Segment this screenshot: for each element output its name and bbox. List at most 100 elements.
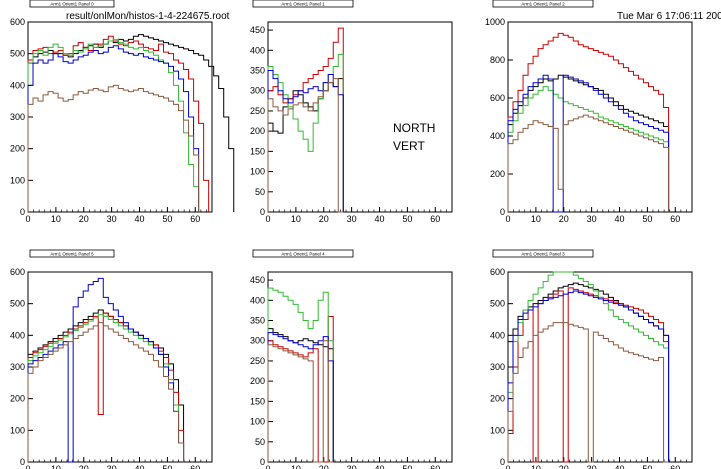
plot-frame xyxy=(267,21,453,213)
y-tick-label: 100 xyxy=(10,175,25,185)
panel-title: Arm1 Orient1 Panel 5 xyxy=(50,252,94,257)
y-tick-label: 150 xyxy=(250,146,265,156)
y-tick-label: 250 xyxy=(250,106,265,116)
series-brown xyxy=(507,114,670,212)
x-tick-label: 50 xyxy=(402,464,412,469)
x-tick-label: 0 xyxy=(25,464,30,469)
y-tick-label: 500 xyxy=(490,299,505,309)
y-tick-label: 600 xyxy=(10,17,25,27)
x-tick-label: 60 xyxy=(190,464,200,469)
series-blue xyxy=(267,70,344,212)
series-brown xyxy=(27,322,185,462)
series-blue xyxy=(27,277,185,463)
y-tick-label: 0 xyxy=(260,207,265,217)
panel-1: Arm1 Orient1 Panel 1 0 10 20 30 40 50 60 0 50 100 1… xyxy=(250,0,453,224)
y-tick-label: 200 xyxy=(490,394,505,404)
series-brown xyxy=(27,84,200,212)
series-green xyxy=(267,287,334,462)
series-red xyxy=(267,27,344,212)
y-tick-label: 1000 xyxy=(485,17,505,27)
x-tick-label: 40 xyxy=(375,214,385,224)
x-tick-label: 40 xyxy=(615,464,625,469)
panel-2: Arm1 Orient1 Panel 20 10 20 30 40 50 600200400… xyxy=(485,0,693,224)
y-tick-label: 350 xyxy=(250,316,265,326)
x-tick-label: 0 xyxy=(25,214,30,224)
x-tick-label: 50 xyxy=(642,214,652,224)
series-green xyxy=(507,271,670,462)
x-tick-label: 30 xyxy=(587,214,597,224)
y-tick-label: 300 xyxy=(250,336,265,346)
panel-4: Arm1 Orient1 Panel 4 0 10 20 30 40 50 60 0 50 100 1… xyxy=(250,249,453,469)
x-tick-label: 20 xyxy=(79,214,89,224)
x-tick-label: 0 xyxy=(505,214,510,224)
x-tick-label: 60 xyxy=(670,464,680,469)
series-red xyxy=(507,287,670,463)
plot-frame xyxy=(507,271,693,463)
x-tick-label: 10 xyxy=(291,464,301,469)
series-brown xyxy=(267,340,334,463)
plot-frame xyxy=(267,271,453,463)
y-tick-label: 100 xyxy=(250,417,265,427)
y-tick-label: 300 xyxy=(490,362,505,372)
y-tick-label: 800 xyxy=(490,55,505,65)
series-green xyxy=(27,314,185,462)
x-tick-label: 40 xyxy=(615,214,625,224)
y-tick-label: 200 xyxy=(250,126,265,136)
y-tick-label: 100 xyxy=(10,425,25,435)
y-tick-label: 0 xyxy=(500,457,505,467)
panel-0: Arm1 Orient1 Panel 00 10 20 30 40 50 600100200… xyxy=(10,0,235,224)
y-tick-label: 300 xyxy=(10,362,25,372)
panel-3: Arm1 Orient1 Panel 50 10 20 30 40 50 600100200… xyxy=(10,249,213,469)
x-tick-label: 20 xyxy=(319,464,329,469)
x-tick-label: 30 xyxy=(347,464,357,469)
x-tick-label: 10 xyxy=(531,214,541,224)
series-blue xyxy=(267,332,334,462)
y-tick-label: 350 xyxy=(250,66,265,76)
x-tick-label: 10 xyxy=(291,214,301,224)
x-tick-label: 40 xyxy=(135,464,145,469)
x-tick-label: 20 xyxy=(79,464,89,469)
y-tick-label: 500 xyxy=(10,49,25,59)
series-red xyxy=(507,32,670,212)
y-tick-label: 500 xyxy=(10,299,25,309)
y-tick-label: 400 xyxy=(10,330,25,340)
series-blue xyxy=(27,45,200,212)
panel-title-box xyxy=(492,0,594,8)
x-tick-label: 40 xyxy=(375,464,385,469)
annotation-vert: VERT xyxy=(393,139,425,153)
x-tick-label: 10 xyxy=(51,214,61,224)
y-tick-label: 200 xyxy=(490,169,505,179)
panel-title-box xyxy=(492,249,594,258)
x-tick-label: 40 xyxy=(135,214,145,224)
x-tick-label: 30 xyxy=(347,214,357,224)
x-tick-label: 60 xyxy=(430,464,440,469)
y-tick-label: 200 xyxy=(10,144,25,154)
x-tick-label: 50 xyxy=(162,214,172,224)
y-tick-label: 400 xyxy=(10,80,25,90)
x-tick-label: 60 xyxy=(190,214,200,224)
series-green xyxy=(27,38,200,212)
y-tick-label: 300 xyxy=(10,112,25,122)
y-tick-label: 250 xyxy=(250,356,265,366)
x-tick-label: 50 xyxy=(162,464,172,469)
panel-title: Arm1 Orient1 Panel 1 xyxy=(281,2,325,7)
y-tick-label: 0 xyxy=(20,457,25,467)
x-tick-label: 30 xyxy=(107,214,117,224)
y-tick-label: 150 xyxy=(250,396,265,406)
y-tick-label: 50 xyxy=(255,437,265,447)
x-tick-label: 0 xyxy=(265,214,270,224)
x-tick-label: 10 xyxy=(51,464,61,469)
series-red xyxy=(27,35,210,212)
annotation-north: NORTH xyxy=(393,121,436,135)
x-tick-label: 50 xyxy=(642,464,652,469)
panel-title: Arm1 Orient1 Panel 3 xyxy=(521,252,565,257)
y-tick-label: 0 xyxy=(500,207,505,217)
series-black xyxy=(27,309,185,462)
plot-frame xyxy=(27,271,213,463)
x-tick-label: 0 xyxy=(265,464,270,469)
y-tick-label: 200 xyxy=(10,394,25,404)
y-tick-label: 400 xyxy=(490,330,505,340)
panel-title-box xyxy=(252,0,354,8)
y-tick-label: 600 xyxy=(10,267,25,277)
